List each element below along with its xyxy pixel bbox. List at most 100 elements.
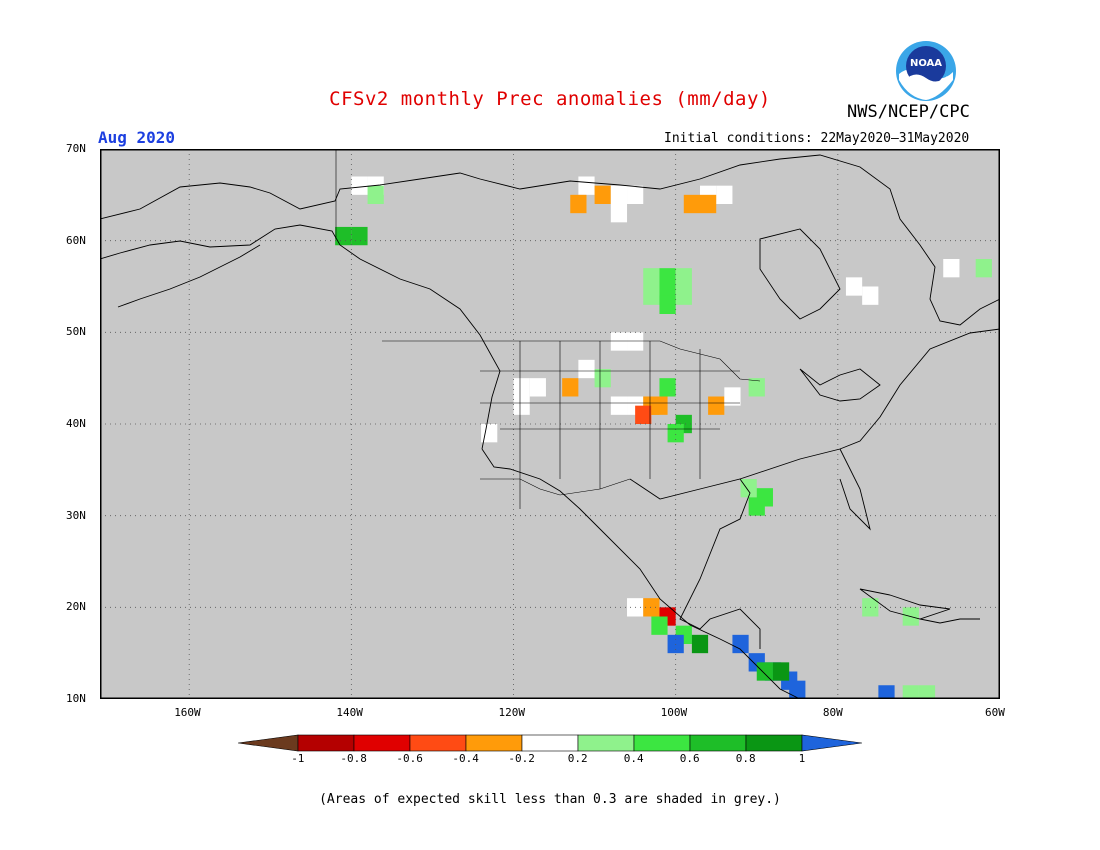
lat-label: 40N <box>66 417 86 430</box>
anomaly-cell <box>627 185 644 204</box>
colorbar-tick-label: -1 <box>291 752 305 765</box>
colorbar-segment <box>297 734 355 752</box>
lon-label: 120W <box>498 706 526 719</box>
valid-month-label: Aug 2020 <box>98 128 176 147</box>
anomaly-cell <box>772 662 790 681</box>
lat-label: 70N <box>66 142 86 155</box>
anomaly-cell <box>570 194 587 214</box>
anomaly-cell <box>643 286 660 305</box>
anomaly-cell <box>691 634 709 654</box>
anomaly-cell <box>529 378 546 397</box>
anomaly-cell <box>748 378 765 397</box>
anomaly-cell <box>335 226 352 246</box>
anomaly-cell <box>724 387 741 406</box>
colorbar-tick-label: 1 <box>798 752 806 765</box>
anomaly-cell <box>732 634 749 654</box>
anomaly-cell <box>643 598 660 617</box>
anomaly-cell <box>683 194 700 214</box>
anomaly-cell <box>578 176 595 195</box>
anomaly-cell <box>578 359 595 379</box>
chart-title: CFSv2 monthly Prec anomalies (mm/day) <box>329 88 771 110</box>
anomaly-cell <box>610 204 628 223</box>
anomaly-cell <box>740 479 757 498</box>
colorbar-tick-label: 0.4 <box>623 752 644 765</box>
anomaly-cell <box>845 277 863 296</box>
agency-label: NWS/NCEP/CPC <box>847 102 970 122</box>
anomaly-cell <box>878 685 895 699</box>
anomaly-cell <box>862 286 879 305</box>
anomaly-cells <box>335 176 992 699</box>
anomaly-cell <box>513 396 530 415</box>
colorbar-tick-label: 0.6 <box>679 752 700 765</box>
anomaly-cell <box>675 268 692 287</box>
anomaly-cell <box>351 176 368 195</box>
lat-label: 10N <box>66 692 86 705</box>
colorbar-segment <box>409 734 467 752</box>
colorbar-tick-label: -0.2 <box>508 752 535 765</box>
anomaly-cell <box>651 616 668 635</box>
anomaly-cell <box>748 497 765 516</box>
anomaly-cell <box>918 685 936 699</box>
lon-label: 100W <box>660 706 688 719</box>
anomaly-cell <box>659 378 676 397</box>
anomaly-cell <box>975 259 992 278</box>
anomaly-cell <box>481 424 498 443</box>
political-borders <box>335 149 761 509</box>
logo-text: NOAA <box>910 58 942 69</box>
skill-footnote: (Areas of expected skill less than 0.3 a… <box>319 792 781 807</box>
colorbar-tick-label: 0.8 <box>735 752 756 765</box>
lon-label: 80W <box>822 706 843 719</box>
lon-label: 60W <box>985 706 1005 719</box>
anomaly-cell <box>627 332 644 351</box>
colorbar-tick-label: 0.2 <box>567 752 588 765</box>
anomaly-cell <box>651 396 668 415</box>
anomaly-cell <box>789 680 806 699</box>
lat-label: 30N <box>66 508 86 522</box>
map-frame <box>100 149 1000 699</box>
anomaly-cell <box>716 185 733 204</box>
colorbar <box>238 734 862 752</box>
anomaly-cell <box>756 662 773 681</box>
colorbar-tick-label: -0.8 <box>340 752 367 765</box>
coastlines <box>100 154 1000 699</box>
lat-label: 50N <box>66 325 86 339</box>
precip-anomaly-map <box>100 149 1000 699</box>
colorbar-segment <box>465 734 523 752</box>
anomaly-cell <box>943 259 960 278</box>
anomaly-cell <box>562 378 579 397</box>
anomaly-cell <box>610 332 628 351</box>
anomaly-cell <box>367 185 384 204</box>
lat-label: 20N <box>66 600 86 614</box>
colorbar-segment <box>577 734 635 752</box>
lon-label: 160W <box>174 706 201 719</box>
anomaly-cell <box>635 405 652 424</box>
anomaly-cell <box>610 185 628 204</box>
anomaly-cell <box>708 396 725 415</box>
initial-conditions-label: Initial conditions: 22May2020–31May2020 <box>664 131 970 146</box>
colorbar-segment <box>689 734 747 752</box>
graticule <box>100 149 1000 699</box>
anomaly-cell <box>659 268 676 287</box>
anomaly-cell <box>513 378 530 397</box>
anomaly-cell <box>659 295 676 314</box>
colorbar-tick-label: -0.4 <box>452 752 479 765</box>
noaa-logo-icon: NOAA <box>896 41 956 101</box>
anomaly-cell <box>643 268 660 287</box>
anomaly-cell <box>700 194 717 214</box>
anomaly-cell <box>351 226 368 246</box>
anomaly-cell <box>610 396 628 415</box>
colorbar-extend-low <box>238 734 299 752</box>
colorbar-extend-high <box>801 734 862 752</box>
colorbar-segment <box>745 734 803 752</box>
colorbar-segment <box>521 734 579 752</box>
anomaly-cell <box>594 185 611 204</box>
lat-label: 60N <box>66 233 86 247</box>
lon-label: 140W <box>336 706 363 719</box>
colorbar-tick-label: -0.6 <box>396 752 423 765</box>
anomaly-cell <box>675 286 692 305</box>
anomaly-cell <box>594 369 611 388</box>
colorbar-segment <box>353 734 411 752</box>
anomaly-cell <box>667 424 684 443</box>
colorbar-segment <box>633 734 691 752</box>
anomaly-cell <box>902 685 919 699</box>
